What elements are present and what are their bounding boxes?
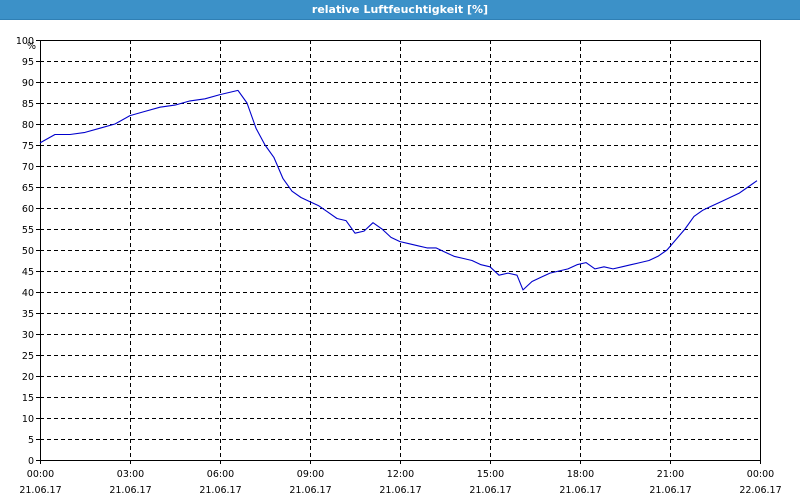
x-tick-date-label: 21.06.17 bbox=[289, 485, 331, 496]
y-tick-label: 25 bbox=[22, 351, 34, 362]
x-tick-date-label: 21.06.17 bbox=[19, 485, 61, 496]
x-tick-time-label: 03:00 bbox=[117, 469, 144, 480]
y-tick-label: 65 bbox=[22, 183, 34, 194]
y-tick-label: 100 bbox=[16, 36, 34, 47]
x-tick-date-label: 21.06.17 bbox=[469, 485, 511, 496]
y-axis-unit-label: % bbox=[27, 41, 36, 52]
x-tick-date-label: 22.06.17 bbox=[739, 485, 781, 496]
y-tick-label: 50 bbox=[22, 246, 34, 257]
x-tick-time-label: 15:00 bbox=[477, 469, 504, 480]
x-tick-time-label: 00:00 bbox=[747, 469, 774, 480]
y-tick-label: 10 bbox=[22, 414, 34, 425]
x-tick-time-label: 00:00 bbox=[27, 469, 54, 480]
title-bar: relative Luftfeuchtigkeit [%] bbox=[0, 0, 800, 20]
y-tick-label: 60 bbox=[22, 204, 34, 215]
y-tick-label: 35 bbox=[22, 309, 34, 320]
x-tick-time-label: 21:00 bbox=[657, 469, 684, 480]
x-tick-date-label: 21.06.17 bbox=[559, 485, 601, 496]
y-tick-label: 55 bbox=[22, 225, 34, 236]
x-tick-date-label: 21.06.17 bbox=[109, 485, 151, 496]
axis-ticks: 0 5 10 15 20 25 30 35 40 45 50 55 60 65 70 75 80 85 90 95 10… bbox=[16, 36, 782, 496]
y-tick-label: 30 bbox=[22, 330, 34, 341]
grid-lines bbox=[40, 40, 760, 460]
x-tick-time-label: 09:00 bbox=[297, 469, 324, 480]
humidity-series-line bbox=[39, 89, 758, 291]
window-title: relative Luftfeuchtigkeit [%] bbox=[311, 3, 489, 16]
y-tick-label: 90 bbox=[22, 78, 34, 89]
x-tick-date-label: 21.06.17 bbox=[649, 485, 691, 496]
y-tick-label: 15 bbox=[22, 393, 34, 404]
x-tick-date-label: 21.06.17 bbox=[379, 485, 421, 496]
y-tick-label: 0 bbox=[28, 456, 34, 467]
plot-frame bbox=[40, 40, 761, 461]
y-tick-label: 95 bbox=[22, 57, 34, 68]
y-tick-label: 75 bbox=[22, 141, 34, 152]
y-tick-label: 5 bbox=[28, 435, 34, 446]
y-tick-label: 80 bbox=[22, 120, 34, 131]
x-tick-time-label: 12:00 bbox=[387, 469, 414, 480]
y-tick-label: 40 bbox=[22, 288, 34, 299]
x-tick-date-label: 21.06.17 bbox=[199, 485, 241, 496]
y-tick-label: 85 bbox=[22, 99, 34, 110]
y-tick-label: 45 bbox=[22, 267, 34, 278]
x-tick-time-label: 06:00 bbox=[207, 469, 234, 480]
x-tick-time-label: 18:00 bbox=[567, 469, 594, 480]
y-tick-label: 20 bbox=[22, 372, 34, 383]
y-tick-label: 70 bbox=[22, 162, 34, 173]
